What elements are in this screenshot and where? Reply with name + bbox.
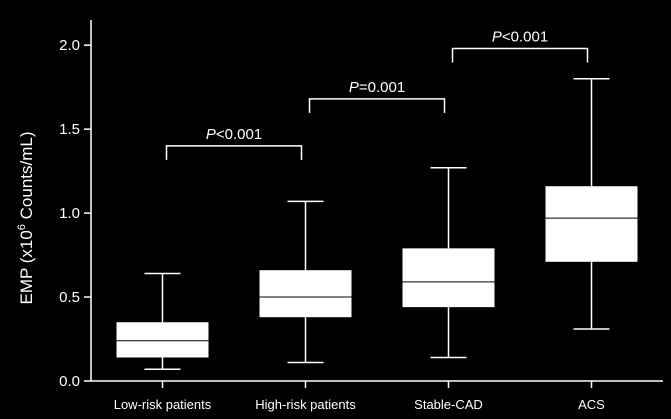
y-axis: 0.0 0.5 1.0 1.5 2.0 [59, 20, 92, 390]
y-axis-label-superscript: 6 [16, 224, 28, 230]
x-category-label: High-risk patients [255, 397, 356, 412]
iqr-box [402, 248, 495, 308]
y-axis-label: EMP (x106 Counts/mL) [16, 131, 36, 304]
comparison-bracket [165, 145, 303, 160]
y-tick-label: 1.5 [59, 121, 80, 138]
box-1 [116, 272, 209, 370]
y-tick-label: 1.0 [59, 205, 80, 222]
comparison-2: P=0.001 [308, 79, 446, 113]
comparison-bracket [451, 47, 589, 63]
iqr-box [116, 322, 209, 358]
p-value-label: P<0.001 [206, 126, 262, 143]
x-category-label: Low-risk patients [114, 397, 212, 412]
x-category-label: Stable-CAD [414, 397, 483, 412]
comparison-3: P<0.001 [451, 29, 589, 63]
x-axis: Low-risk patients High-risk patients Stabl… [91, 380, 663, 412]
y-tick-label: 0.5 [59, 289, 80, 306]
p-symbol: P [349, 79, 359, 96]
y-tick-label: 2.0 [59, 37, 80, 54]
p-symbol: P [206, 126, 216, 143]
y-tick-label: 0.0 [59, 373, 80, 390]
iqr-box [259, 270, 352, 318]
box-4 [545, 78, 638, 330]
box-2 [259, 200, 352, 364]
comparison-1: P<0.001 [165, 126, 303, 160]
p-value-label: P=0.001 [349, 79, 405, 96]
p-value: =0.001 [359, 79, 405, 96]
iqr-box [545, 186, 638, 262]
p-symbol: P [492, 29, 502, 46]
box-series [116, 78, 638, 370]
y-axis-label-suffix: Counts/mL) [17, 131, 36, 224]
comparison-bracket [308, 98, 446, 113]
x-category-label: ACS [578, 397, 605, 412]
p-value: <0.001 [502, 29, 548, 46]
box-3 [402, 167, 495, 359]
p-value-label: P<0.001 [492, 29, 548, 46]
y-axis-label-prefix: EMP (x10 [17, 230, 36, 304]
p-value: <0.001 [216, 126, 262, 143]
